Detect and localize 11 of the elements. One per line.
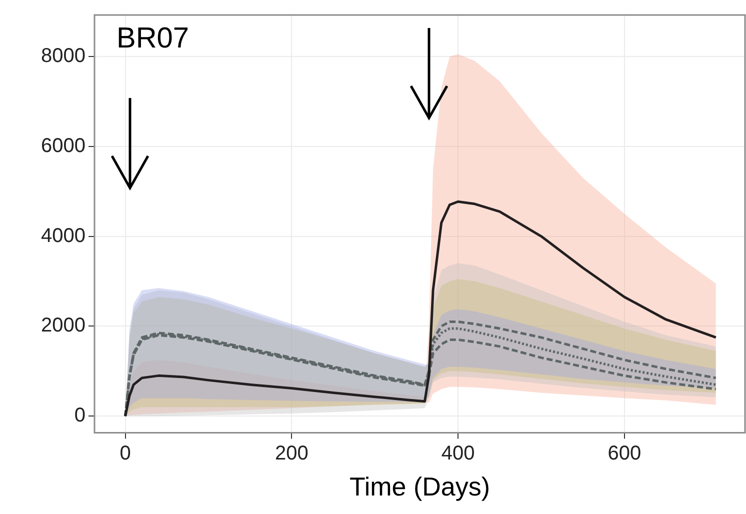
x-tick-label: 400 bbox=[441, 442, 475, 464]
y-tick-label: 0 bbox=[74, 404, 86, 427]
x-tick-label: 0 bbox=[120, 442, 131, 464]
y-tick-label: 4000 bbox=[40, 224, 86, 247]
x-axis-title: Time (Days) bbox=[349, 472, 490, 502]
y-tick-label: 2000 bbox=[40, 314, 86, 337]
chart-title: BR07 bbox=[116, 22, 190, 54]
y-tick-label: 8000 bbox=[40, 44, 86, 67]
y-tick-label: 6000 bbox=[40, 134, 86, 157]
x-tick-label: 200 bbox=[274, 442, 308, 464]
x-tick-label: 600 bbox=[608, 442, 642, 464]
